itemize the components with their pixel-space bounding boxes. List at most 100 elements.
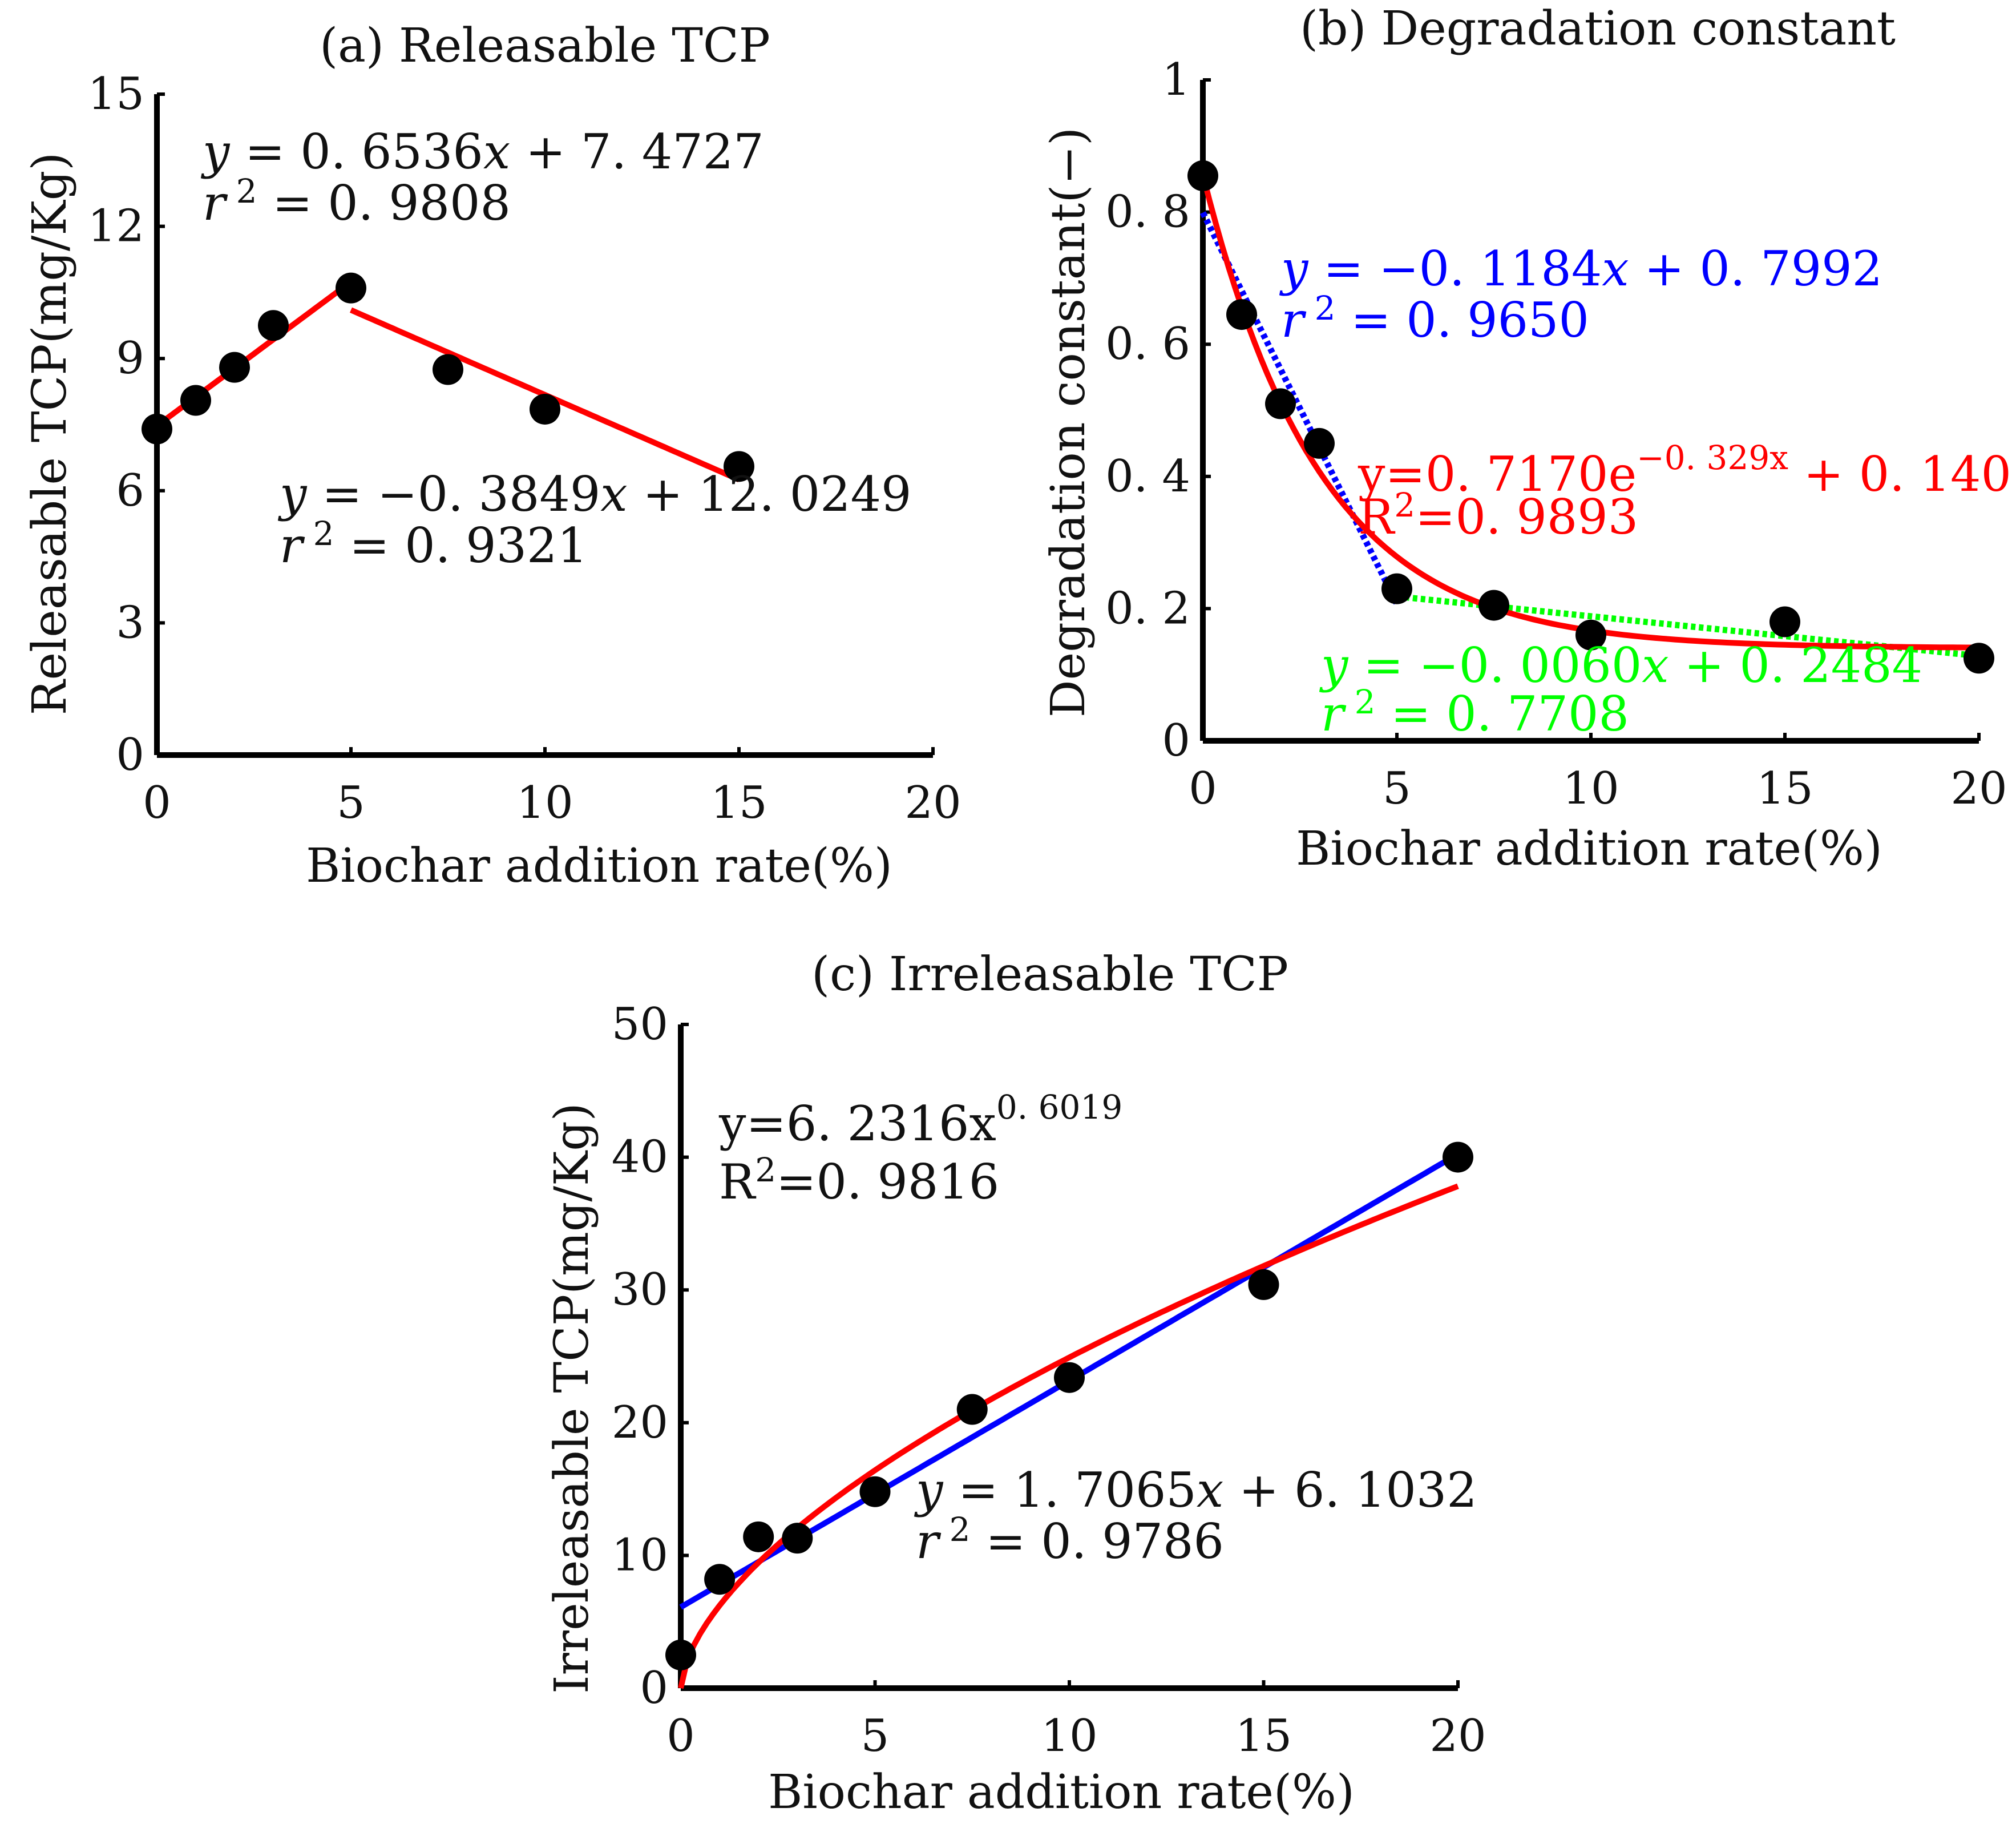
y-tick-label: 10 — [612, 1530, 668, 1581]
panel-c-eq-linear-y: y — [914, 1462, 944, 1518]
panel-b-r2-blue-r: r — [1281, 292, 1307, 348]
data-point — [665, 1639, 696, 1670]
panel-b-r2-red: R2=0. 9893 — [1358, 486, 1638, 545]
panel-a-eq-1-y: y — [200, 124, 231, 180]
panel-a-r2-2-sup: 2 — [302, 514, 334, 553]
panel-c-r2-linear: r 2 = 0. 9786 — [916, 1510, 1224, 1569]
panel-c-eq-linear-intercept: + 6. 1032 — [1223, 1462, 1477, 1518]
panel-b-eq-red-main: y=0. 7170e — [1358, 446, 1637, 502]
data-point — [1248, 1269, 1279, 1300]
data-point — [724, 451, 754, 482]
panel-c-r2-linear-r: r — [916, 1514, 942, 1569]
panel-c-r2-power-sup: 2 — [755, 1151, 776, 1189]
panel-c-data-points — [665, 1141, 1473, 1670]
data-point — [1187, 160, 1218, 191]
data-point — [433, 354, 463, 385]
panel-b-eq-green: y = −0. 0060x + 0. 2484 — [1319, 637, 1922, 693]
panel-c-title: (c) Irreleasable TCP — [811, 947, 1288, 1002]
panel-c-r2-linear-sup: 2 — [939, 1510, 970, 1549]
panel-a-data-points — [142, 272, 754, 482]
panel-b-x-axis-label: Biochar addition rate(%) — [1296, 822, 1882, 876]
panel-b-eq-red-tail: + 0. 1401 — [1788, 446, 2016, 502]
panel-c-r2-power: R2=0. 9816 — [719, 1151, 999, 1210]
panel-a-eq-1-intercept: + 7. 4727 — [510, 124, 763, 180]
panel-a-eq-2-y: y — [277, 466, 308, 522]
data-point — [180, 385, 211, 416]
data-point — [1265, 388, 1296, 419]
data-point — [1304, 427, 1335, 459]
fit-line-power — [678, 1183, 1459, 1689]
data-point — [142, 413, 172, 445]
panel-a-r2-2: r 2 = 0. 9321 — [280, 514, 588, 574]
y-tick-label: 40 — [612, 1132, 668, 1183]
fit-line-linear — [1200, 211, 1400, 606]
y-tick-label: 12 — [88, 201, 144, 252]
panel-b-r2-red-value: =0. 9893 — [1415, 489, 1638, 545]
panel-a-r2-2-value: = 0. 9321 — [334, 518, 588, 574]
y-tick-label: 0 — [640, 1662, 668, 1714]
x-tick-label: 5 — [337, 777, 365, 829]
x-tick-label: 0 — [666, 1710, 695, 1762]
data-point — [956, 1394, 988, 1425]
data-point — [743, 1521, 774, 1552]
data-point — [1964, 643, 1994, 674]
y-tick-label: 3 — [116, 597, 144, 648]
y-tick-label: 30 — [612, 1264, 668, 1316]
panel-a-eq-1-slope: = 0. 6536 — [229, 124, 483, 180]
panel-b-r2-blue-value: = 0. 9650 — [1336, 292, 1589, 348]
y-tick-label: 1 — [1162, 54, 1190, 106]
data-point — [1575, 619, 1606, 651]
panel-c-eq-power: y=6. 2316x0. 6019 — [718, 1088, 1122, 1152]
x-tick-label: 20 — [1950, 763, 2007, 814]
panel-c-axes: 0 5 10 15 20 0 10 20 30 40 50 — [612, 999, 1486, 1762]
panel-b-eq-green-slope: = −0. 0060 — [1348, 637, 1642, 693]
panel-a-r2-1-r: r — [203, 175, 228, 231]
data-point — [1478, 590, 1509, 621]
panel-b-r2-red-main: R — [1358, 489, 1396, 545]
data-point — [1226, 299, 1257, 330]
panel-b-r2-blue: r 2 = 0. 9650 — [1281, 289, 1589, 348]
panel-b-eq-blue-intercept: + 0. 7992 — [1629, 241, 1882, 297]
panel-c-fit-lines — [678, 1151, 1460, 1689]
panel-a-r2-2-r: r — [280, 518, 305, 574]
panel-c-eq-linear-slope: = 1. 7065 — [943, 1462, 1196, 1518]
panel-c-r2-linear-value: = 0. 9786 — [971, 1514, 1224, 1569]
panel-b-eq-red: y=0. 7170e−0. 329x + 0. 1401 — [1358, 438, 2016, 502]
panel-c-irreleasable-tcp: (c) Irreleasable TCP Biochar addition ra… — [545, 947, 1486, 1819]
panel-c-eq-power-main: y=6. 2316x — [718, 1096, 996, 1152]
data-point — [1381, 573, 1412, 604]
panel-b-degradation-constant: (b) Degradation constant Biochar additio… — [1041, 2, 2016, 876]
x-tick-label: 20 — [904, 777, 961, 829]
x-tick-label: 5 — [1383, 763, 1411, 814]
x-tick-label: 0 — [1189, 763, 1217, 814]
panel-a-x-axis-label: Biochar addition rate(%) — [306, 839, 892, 893]
panel-b-r2-green: r 2 = 0. 7708 — [1321, 683, 1629, 742]
panel-b-eq-blue-y: y — [1279, 241, 1309, 297]
panel-a-y-axis-label: Releasable TCP(mg/Kg) — [23, 152, 77, 715]
panel-b-r2-red-sup: 2 — [1394, 486, 1415, 524]
y-tick-label: 9 — [116, 333, 144, 384]
panel-a-eq-2-x: x — [600, 466, 627, 522]
panel-b-eq-green-x: x — [1642, 637, 1668, 693]
panel-a-axes: 0 5 10 15 20 0 3 6 9 12 15 — [88, 68, 961, 829]
x-tick-label: 15 — [710, 777, 767, 829]
panel-b-y-axis-label: Degradation constant(−) — [1041, 127, 1096, 717]
y-tick-label: 0. 8 — [1105, 187, 1190, 238]
x-tick-label: 10 — [1562, 763, 1619, 814]
data-point — [258, 310, 289, 341]
panel-c-r2-power-value: =0. 9816 — [776, 1154, 999, 1210]
y-tick-label: 0. 4 — [1105, 451, 1190, 502]
panel-a-eq-1: y = 0. 6536x + 7. 4727 — [200, 124, 764, 180]
panel-a-eq-1-x: x — [483, 124, 510, 180]
data-point — [1054, 1362, 1085, 1393]
panel-c-x-axis-label: Biochar addition rate(%) — [768, 1765, 1355, 1819]
data-point — [859, 1476, 891, 1507]
data-point — [336, 272, 366, 304]
panel-a-r2-1: r 2 = 0. 9808 — [203, 172, 511, 231]
panel-b-eq-green-y: y — [1319, 637, 1349, 693]
x-tick-label: 15 — [1235, 1710, 1292, 1762]
panel-b-eq-green-intercept: + 0. 2484 — [1669, 637, 1922, 693]
x-tick-label: 15 — [1756, 763, 1813, 814]
data-point — [1769, 606, 1800, 637]
